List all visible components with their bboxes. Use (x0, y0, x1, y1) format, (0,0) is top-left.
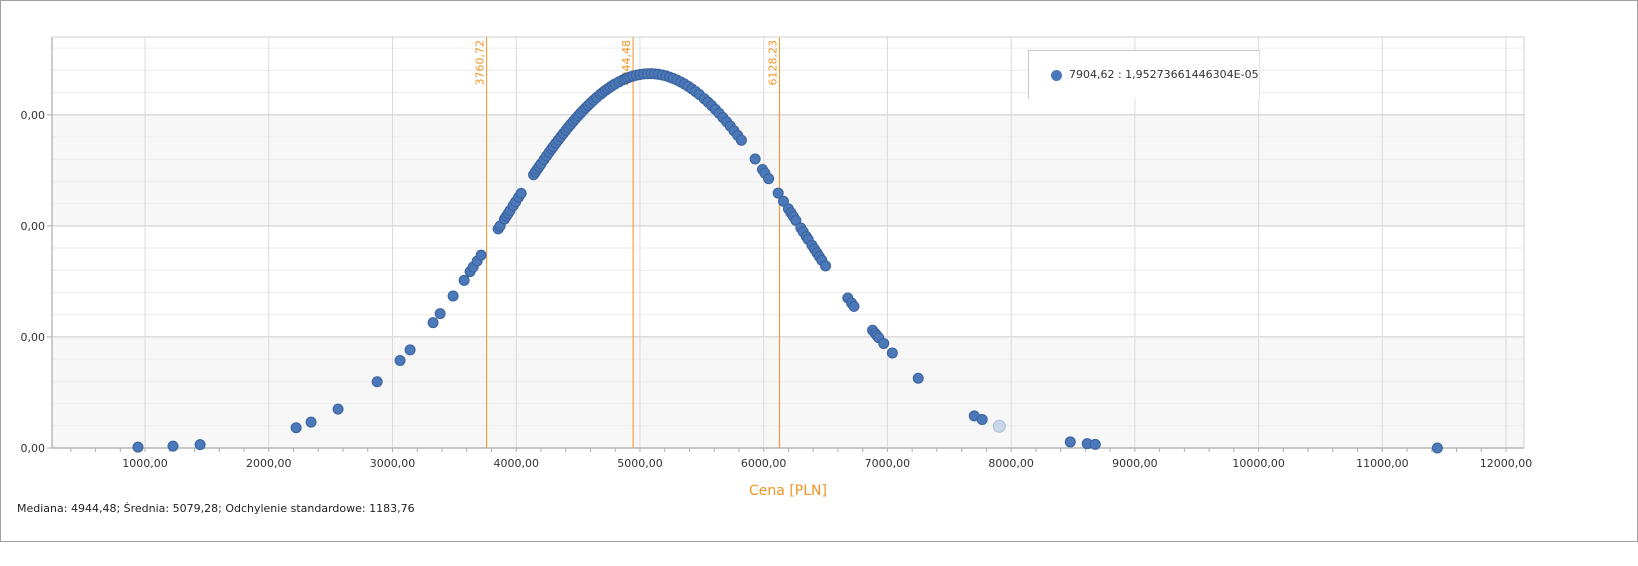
x-tick-label: 6000,00 (741, 457, 787, 470)
x-tick-label: 5000,00 (617, 457, 663, 470)
data-point[interactable] (404, 344, 416, 356)
data-point[interactable] (167, 440, 179, 452)
data-point[interactable] (886, 347, 898, 359)
x-tick-label: 7000,00 (865, 457, 911, 470)
x-tick-label: 1000,00 (122, 457, 168, 470)
data-point[interactable] (427, 317, 439, 329)
data-point[interactable] (763, 173, 775, 185)
tooltip-legend: 7904,62 : 1,95273661446304E-05 (1028, 50, 1260, 99)
x-axis-title: Cena [PLN] (749, 483, 827, 499)
data-point[interactable] (912, 372, 924, 384)
data-point[interactable] (394, 354, 406, 366)
data-point[interactable] (749, 153, 761, 165)
data-point[interactable] (305, 416, 317, 428)
data-point[interactable] (447, 290, 459, 302)
data-point[interactable] (371, 376, 383, 388)
grid-band (52, 336, 1524, 448)
x-tick-label: 4000,00 (493, 457, 539, 470)
data-point[interactable] (1089, 438, 1101, 450)
x-tick-label: 3000,00 (370, 457, 416, 470)
reference-line-label: 3760,72 (474, 40, 487, 86)
y-tick-label: 0,00 (21, 331, 46, 344)
x-tick-label: 10000,00 (1232, 457, 1285, 470)
data-point[interactable] (735, 134, 747, 146)
data-point[interactable] (777, 195, 789, 207)
data-point[interactable] (976, 414, 988, 426)
data-point[interactable] (132, 441, 144, 453)
data-point[interactable] (1431, 442, 1443, 454)
data-point[interactable] (878, 337, 890, 349)
data-point[interactable] (290, 422, 302, 434)
data-point[interactable] (332, 403, 344, 415)
statistics-summary: Mediana: 4944,48; Średnia: 5079,28; Odch… (17, 502, 415, 515)
legend-text: 7904,62 : 1,95273661446304E-05 (1069, 68, 1259, 81)
data-point[interactable] (434, 308, 446, 320)
x-tick-label: 9000,00 (1112, 457, 1158, 470)
x-tick-label: 12000,00 (1480, 457, 1533, 470)
data-point[interactable] (820, 260, 832, 272)
reference-line-label: 6128,23 (767, 40, 780, 86)
data-point[interactable] (772, 187, 784, 199)
data-point[interactable] (515, 187, 527, 199)
y-tick-label: 0,00 (21, 109, 46, 122)
y-tick-label: 0,00 (21, 220, 46, 233)
x-tick-label: 8000,00 (988, 457, 1034, 470)
y-tick-label: 0,00 (21, 442, 46, 455)
data-point[interactable] (1064, 436, 1076, 448)
x-tick-label: 2000,00 (246, 457, 292, 470)
data-point[interactable] (458, 274, 470, 286)
data-point[interactable] (848, 300, 860, 312)
data-point[interactable] (475, 249, 487, 261)
data-point[interactable] (790, 214, 802, 226)
x-tick-label: 11000,00 (1356, 457, 1409, 470)
legend-marker-icon (1051, 70, 1062, 81)
highlighted-data-point[interactable] (992, 419, 1006, 433)
data-point[interactable] (194, 439, 206, 451)
